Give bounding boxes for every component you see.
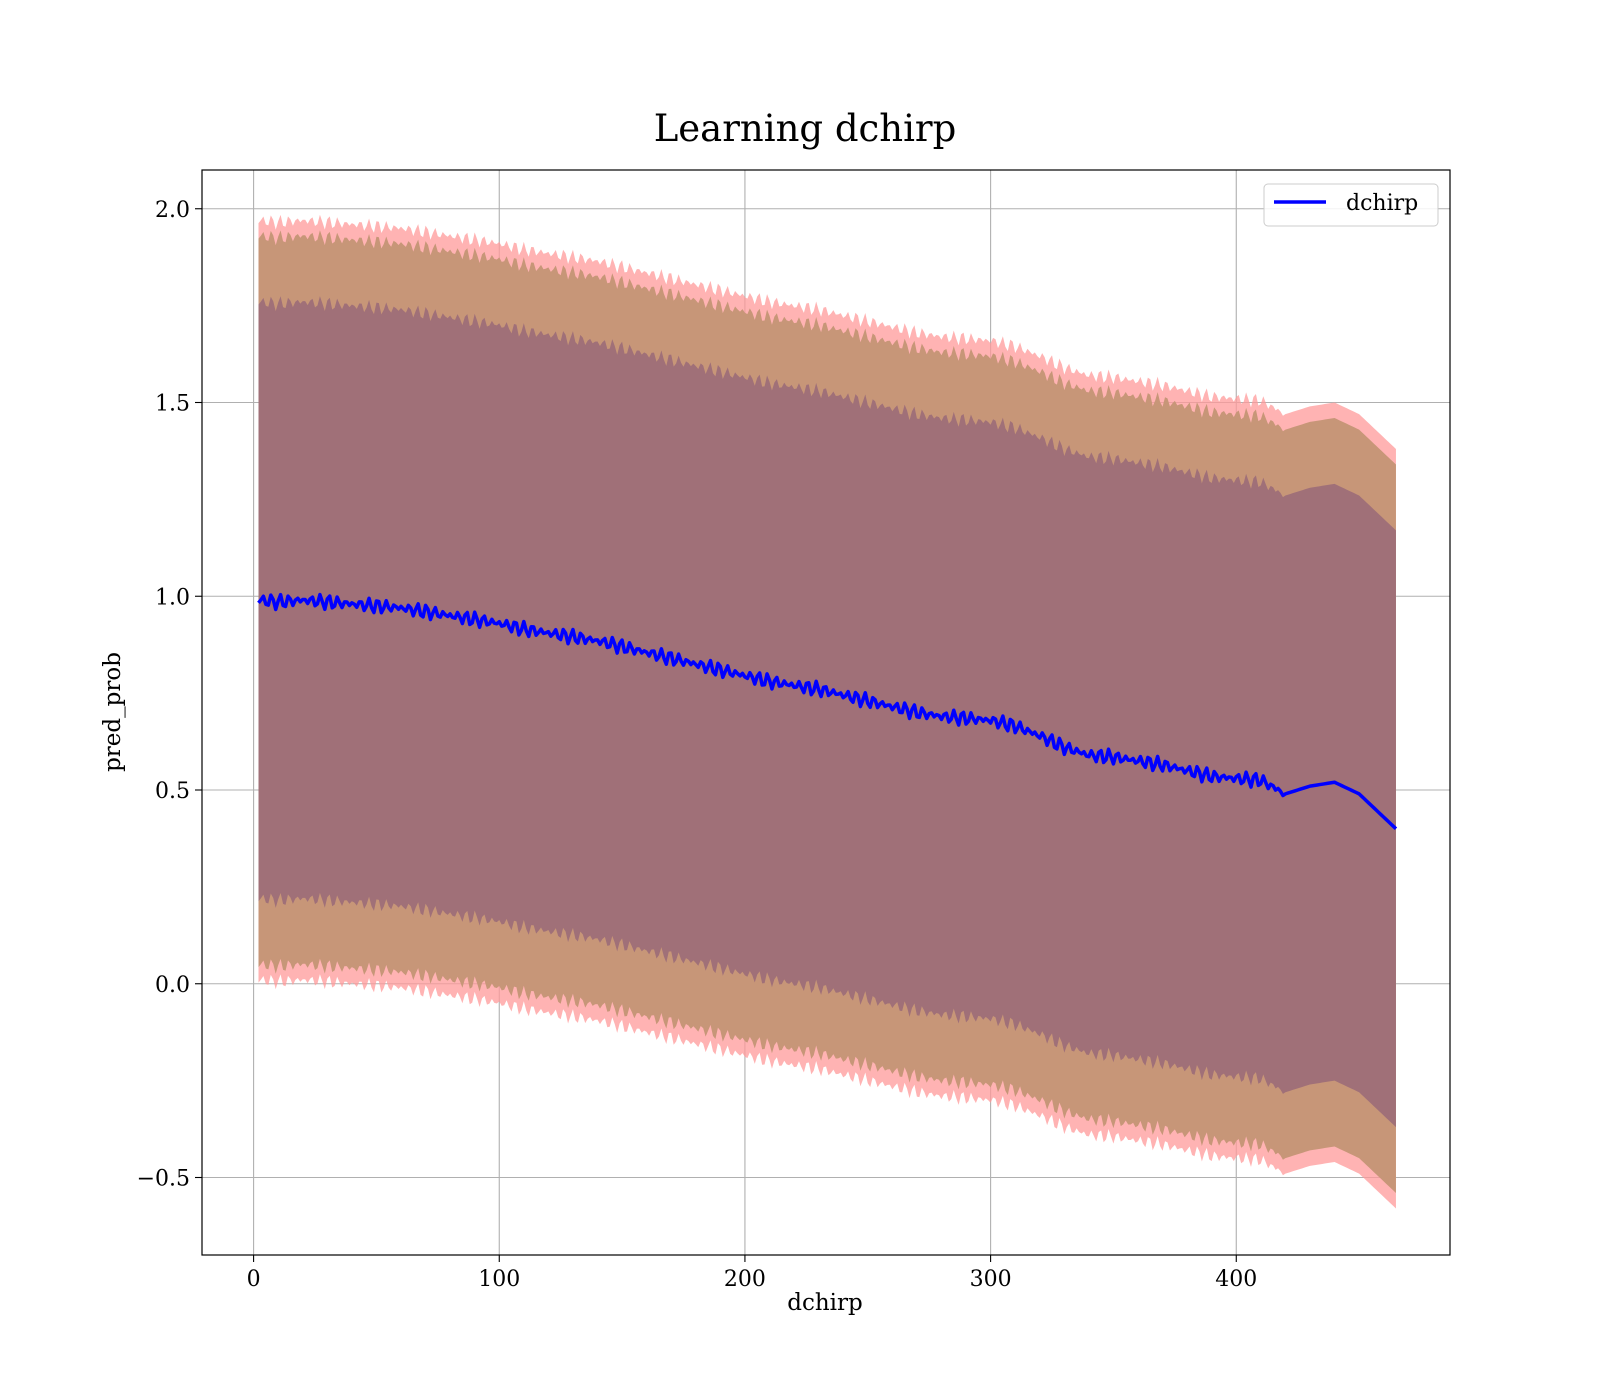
ticks: 0 100 200 300 400 −0.5 0.0 0.5 1.0 1.5 2.0 [137, 198, 1258, 1292]
legend-label: dchirp [1346, 191, 1418, 216]
plot-frame [201, 169, 1451, 1256]
x-tick-label-2: 200 [724, 1267, 766, 1292]
y-tick-label-5: 2.0 [155, 198, 190, 223]
bands [258, 214, 1396, 1209]
band-inner-area [258, 296, 1396, 1128]
y-tick-label-3: 1.0 [155, 585, 190, 610]
x-tick-label-4: 400 [1215, 1267, 1257, 1292]
x-tick-label-1: 100 [478, 1267, 520, 1292]
y-tick-label-0: −0.5 [137, 1167, 190, 1192]
series [257, 592, 1398, 831]
x-axis-label: dchirp [787, 1290, 863, 1316]
y-axis-label: pred_prob [100, 652, 126, 772]
legend-box [1263, 183, 1439, 227]
y-tick-label-1: 0.0 [155, 973, 190, 998]
series-line-dchirp [257, 592, 1398, 831]
chart-title: Learning dchirp [654, 107, 957, 150]
legend: dchirp [1263, 183, 1439, 227]
x-tick-label-3: 300 [970, 1267, 1012, 1292]
y-tick-label-2: 0.5 [155, 779, 190, 804]
x-tick-label-0: 0 [247, 1267, 261, 1292]
y-tick-label-4: 1.5 [155, 392, 190, 417]
